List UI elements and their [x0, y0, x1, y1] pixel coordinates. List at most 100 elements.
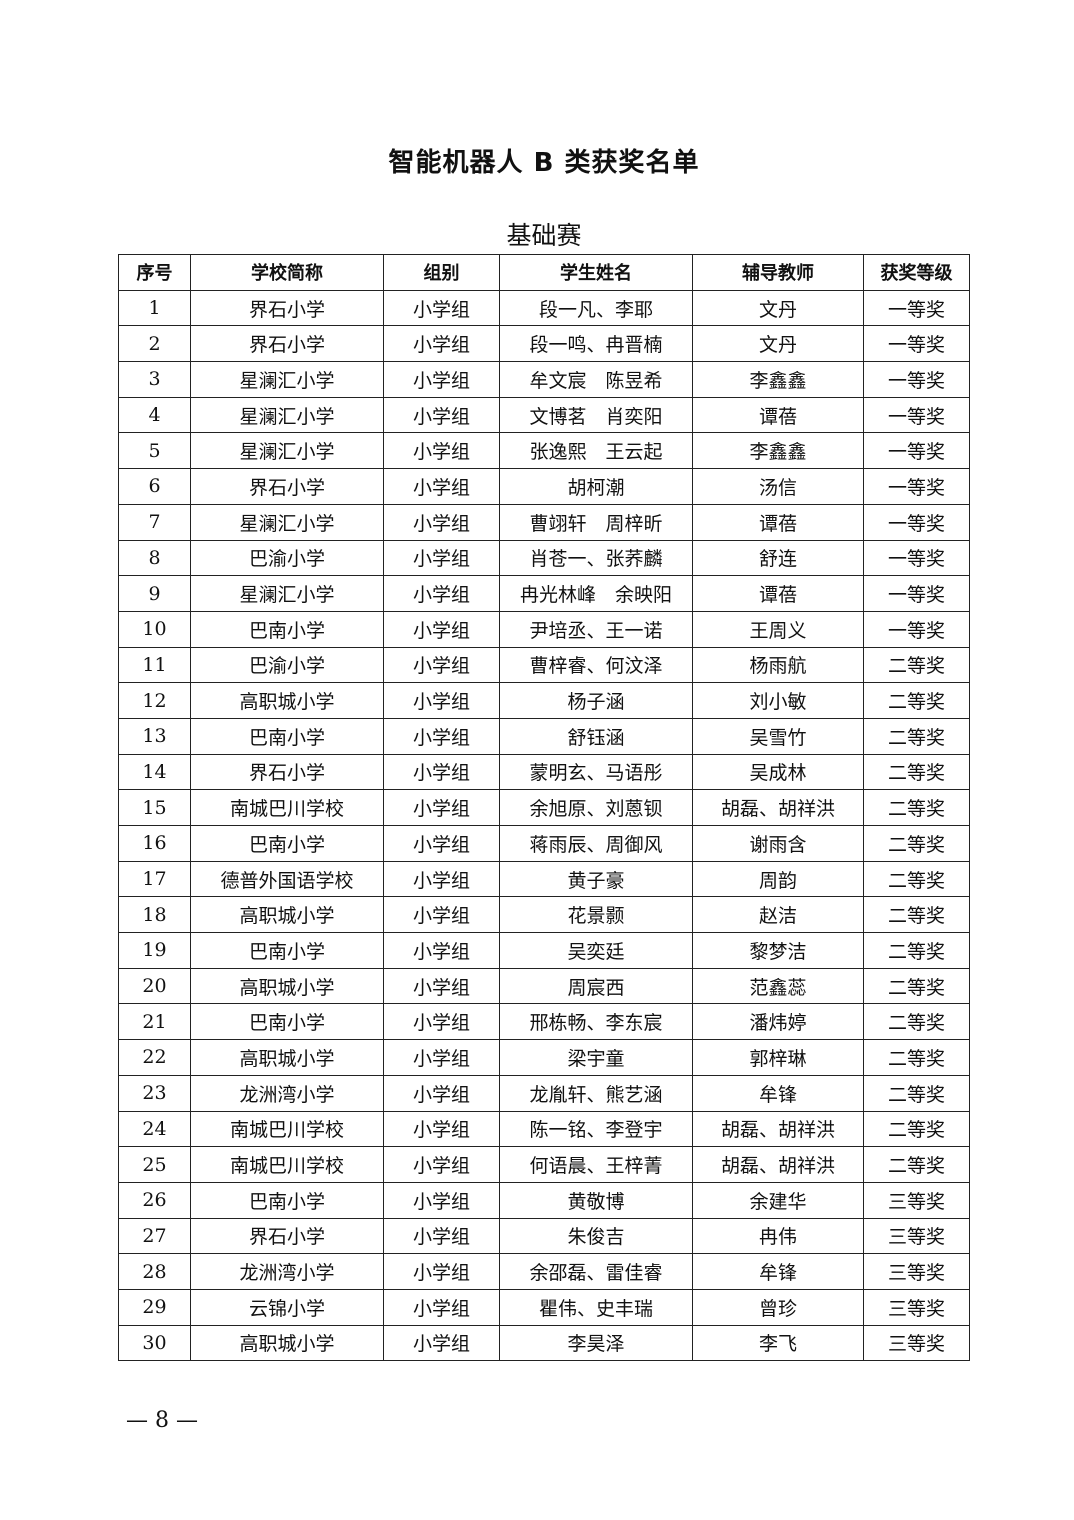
column-header-school: 学校简称: [190, 254, 384, 291]
table-row: 3 星澜汇小学 小学组 牟文宸 陈昱希 李鑫鑫 一等奖: [118, 361, 970, 398]
cell-index: 4: [118, 396, 191, 434]
cell-teacher: 李飞: [692, 1324, 864, 1362]
cell-teacher: 王周义: [692, 610, 864, 648]
cell-group: 小学组: [383, 1288, 500, 1326]
cell-award: 二等奖: [863, 753, 970, 791]
table-row: 8 巴渝小学 小学组 肖苍一、张荞麟 舒连 一等奖: [118, 539, 970, 577]
cell-school: 界石小学: [190, 468, 384, 505]
cell-award: 一等奖: [863, 503, 970, 541]
cell-group: 小学组: [383, 1324, 500, 1362]
cell-award: 三等奖: [863, 1288, 970, 1326]
cell-award: 三等奖: [863, 1181, 970, 1219]
cell-school: 星澜汇小学: [190, 575, 384, 612]
cell-index: 11: [118, 646, 191, 684]
cell-students: 余旭原、刘蒽钡: [499, 789, 693, 826]
cell-award: 一等奖: [863, 325, 970, 363]
cell-group: 小学组: [383, 503, 500, 541]
cell-group: 小学组: [383, 1181, 500, 1219]
cell-teacher: 文丹: [692, 325, 864, 363]
cell-teacher: 谭蓓: [692, 575, 864, 612]
cell-teacher: 范鑫蕊: [692, 967, 864, 1005]
cell-index: 9: [118, 575, 191, 612]
cell-award: 二等奖: [863, 646, 970, 684]
cell-index: 16: [118, 825, 191, 862]
cell-students: 李昊泽: [499, 1324, 693, 1362]
cell-students: 黄敬博: [499, 1181, 693, 1219]
cell-index: 20: [118, 967, 191, 1005]
cell-school: 界石小学: [190, 1217, 384, 1255]
cell-index: 15: [118, 789, 191, 826]
cell-group: 小学组: [383, 1146, 500, 1183]
cell-group: 小学组: [383, 325, 500, 363]
table-row: 16 巴南小学 小学组 蒋雨辰、周御风 谢雨含 二等奖: [118, 825, 970, 862]
cell-index: 12: [118, 682, 191, 719]
cell-index: 30: [118, 1324, 191, 1362]
cell-index: 24: [118, 1110, 191, 1148]
table-row: 20 高职城小学 小学组 周宸西 范鑫蕊 二等奖: [118, 967, 970, 1005]
cell-school: 巴南小学: [190, 1003, 384, 1041]
cell-award: 二等奖: [863, 825, 970, 862]
cell-students: 段一凡、李耶: [499, 289, 693, 327]
cell-teacher: 谭蓓: [692, 396, 864, 434]
cell-school: 高职城小学: [190, 682, 384, 719]
cell-award: 三等奖: [863, 1253, 970, 1290]
cell-school: 界石小学: [190, 289, 384, 327]
cell-students: 舒钰涵: [499, 717, 693, 755]
cell-school: 界石小学: [190, 753, 384, 791]
table-row: 22 高职城小学 小学组 梁宇童 郭梓琳 二等奖: [118, 1039, 970, 1076]
cell-students: 文博茗 肖奕阳: [499, 396, 693, 434]
cell-teacher: 黎梦洁: [692, 932, 864, 969]
cell-teacher: 舒连: [692, 539, 864, 577]
cell-award: 三等奖: [863, 1324, 970, 1362]
cell-index: 7: [118, 503, 191, 541]
cell-school: 南城巴川学校: [190, 1146, 384, 1183]
table-row: 28 龙洲湾小学 小学组 余邵磊、雷佳睿 牟锋 三等奖: [118, 1253, 970, 1290]
cell-award: 二等奖: [863, 789, 970, 826]
cell-award: 一等奖: [863, 289, 970, 327]
cell-index: 10: [118, 610, 191, 648]
cell-group: 小学组: [383, 932, 500, 969]
table-row: 23 龙洲湾小学 小学组 龙胤轩、熊艺涵 牟锋 二等奖: [118, 1074, 970, 1112]
table-row: 18 高职城小学 小学组 花景颢 赵洁 二等奖: [118, 896, 970, 934]
cell-award: 二等奖: [863, 1110, 970, 1148]
table-row: 26 巴南小学 小学组 黄敬博 余建华 三等奖: [118, 1181, 970, 1219]
cell-school: 云锦小学: [190, 1288, 384, 1326]
cell-school: 高职城小学: [190, 896, 384, 934]
cell-group: 小学组: [383, 682, 500, 719]
table-row: 19 巴南小学 小学组 吴奕廷 黎梦洁 二等奖: [118, 932, 970, 969]
cell-index: 23: [118, 1074, 191, 1112]
cell-school: 星澜汇小学: [190, 396, 384, 434]
table-row: 15 南城巴川学校 小学组 余旭原、刘蒽钡 胡磊、胡祥洪 二等奖: [118, 789, 970, 826]
column-header-students: 学生姓名: [499, 254, 693, 291]
cell-group: 小学组: [383, 1217, 500, 1255]
cell-award: 二等奖: [863, 932, 970, 969]
cell-students: 尹培丞、王一诺: [499, 610, 693, 648]
cell-index: 8: [118, 539, 191, 577]
cell-school: 巴渝小学: [190, 539, 384, 577]
cell-award: 二等奖: [863, 1074, 970, 1112]
cell-group: 小学组: [383, 1003, 500, 1041]
cell-group: 小学组: [383, 967, 500, 1005]
cell-students: 余邵磊、雷佳睿: [499, 1253, 693, 1290]
cell-group: 小学组: [383, 789, 500, 826]
cell-group: 小学组: [383, 860, 500, 898]
cell-index: 19: [118, 932, 191, 969]
cell-teacher: 吴成林: [692, 753, 864, 791]
cell-group: 小学组: [383, 753, 500, 791]
cell-teacher: 周韵: [692, 860, 864, 898]
table-row: 10 巴南小学 小学组 尹培丞、王一诺 王周义 一等奖: [118, 610, 970, 648]
cell-teacher: 潘炜婷: [692, 1003, 864, 1041]
cell-group: 小学组: [383, 896, 500, 934]
cell-school: 星澜汇小学: [190, 503, 384, 541]
cell-award: 二等奖: [863, 1146, 970, 1183]
cell-index: 5: [118, 432, 191, 470]
cell-school: 巴南小学: [190, 932, 384, 969]
cell-school: 龙洲湾小学: [190, 1253, 384, 1290]
cell-teacher: 冉伟: [692, 1217, 864, 1255]
cell-teacher: 吴雪竹: [692, 717, 864, 755]
cell-students: 张逸熙 王云起: [499, 432, 693, 470]
column-header-index: 序号: [118, 254, 191, 291]
cell-group: 小学组: [383, 1110, 500, 1148]
cell-index: 6: [118, 468, 191, 505]
cell-students: 黄子豪: [499, 860, 693, 898]
